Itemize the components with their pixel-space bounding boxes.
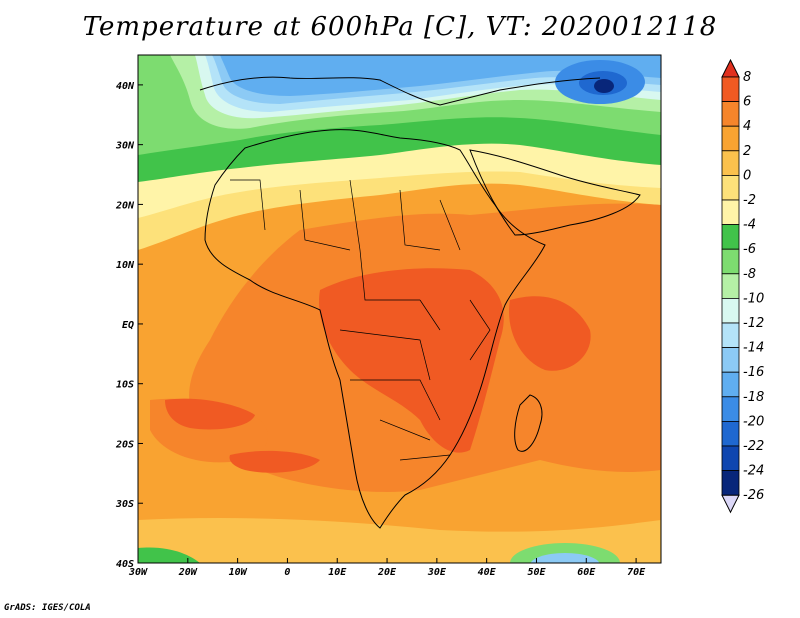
- temperature-field: [138, 55, 661, 563]
- colorbar-swatch: [721, 101, 740, 127]
- colorbar-swatch: [721, 470, 740, 496]
- colorbar-swatch: [721, 273, 740, 299]
- colorbar-label: -18: [743, 390, 764, 405]
- warm-core-east: [509, 296, 591, 371]
- y-tick-label: 40N: [116, 81, 135, 92]
- colorbar-label: -12: [743, 316, 764, 331]
- colorbar-label: -20: [743, 414, 764, 429]
- y-tick-label: 10S: [116, 380, 134, 391]
- colorbar-label: -24: [743, 464, 764, 479]
- field-band-blue: [220, 55, 661, 96]
- y-tick-label: 10N: [116, 260, 135, 271]
- warm-core-congo: [319, 268, 504, 453]
- x-tick-label: 60E: [577, 567, 596, 578]
- x-tick-label: 50E: [527, 567, 546, 578]
- colorbar-label: -16: [743, 365, 764, 380]
- europe-coast: [199, 76, 601, 106]
- colorbar-swatch: [721, 76, 740, 103]
- colorbar-swatch: [721, 396, 740, 422]
- y-tick-label: EQ: [122, 320, 134, 331]
- colorbar-swatch: [721, 347, 740, 373]
- colorbar-swatch: [721, 445, 740, 472]
- x-tick-label: 10W: [229, 567, 248, 578]
- colorbar-bottom-triangle: [721, 494, 740, 514]
- arabian-peninsula: [469, 149, 641, 236]
- colorbar-label: 4: [743, 119, 751, 134]
- x-tick-label: 30W: [128, 567, 148, 578]
- warm-core-southwest: [165, 398, 255, 430]
- colorbar-swatch: [721, 322, 740, 349]
- colorbar-swatch: [721, 125, 740, 152]
- chart-title: Temperature at 600hPa [C], VT: 202001211…: [82, 12, 718, 42]
- y-tick-label: 20N: [115, 200, 135, 211]
- colorbar-swatch: [721, 248, 740, 275]
- x-tick-label: 10E: [328, 567, 347, 578]
- colorbar-label: -22: [743, 439, 764, 454]
- y-tick-label: 40S: [116, 559, 134, 570]
- x-tick-label: 40E: [478, 567, 497, 578]
- colorbar-label: 2: [743, 144, 751, 159]
- colorbar-swatch: [721, 224, 740, 250]
- x-tick-label: 20E: [377, 567, 397, 578]
- colorbar-swatch: [721, 371, 740, 398]
- madagascar: [514, 394, 543, 452]
- map-frame: [137, 54, 662, 564]
- cold-low-iran-core: [594, 79, 614, 93]
- colorbar-label: -26: [743, 488, 764, 503]
- colorbar-label: 6: [743, 95, 751, 110]
- colorbar-top-triangle: [721, 58, 740, 78]
- country-borders: [230, 179, 491, 461]
- colorbar-label: -2: [743, 193, 756, 208]
- colorbar-swatch: [721, 174, 740, 201]
- x-tick-label: 20W: [178, 567, 198, 578]
- y-tick-label: 20S: [115, 439, 134, 450]
- colorbar-swatch: [721, 420, 740, 447]
- colorbar-label: -6: [743, 242, 756, 257]
- colorbar-label: 8: [743, 70, 751, 85]
- axis-ticks: 30W 20W 10W 0 10E 20E 30E 40E 50E 60E 70E 40N 30N 20N…: [115, 81, 646, 578]
- x-tick-label: 30E: [427, 567, 447, 578]
- colorbar-label: -14: [743, 341, 764, 356]
- x-tick-label: 70E: [627, 567, 646, 578]
- colorbar-swatch: [721, 297, 740, 324]
- cold-south-ocean-core: [530, 553, 600, 563]
- y-tick-label: 30N: [115, 141, 135, 152]
- y-tick-label: 30S: [115, 499, 134, 510]
- field-south-green: [138, 547, 200, 563]
- colorbar-swatch: [721, 150, 740, 176]
- grads-credit: GrADS: IGES/COLA: [4, 603, 91, 613]
- colorbar-label: -4: [743, 218, 756, 233]
- colorbar-swatch: [721, 199, 740, 226]
- x-tick-label: 0: [284, 567, 290, 578]
- colorbar-label: -8: [743, 267, 756, 282]
- warm-core-southocean: [229, 450, 320, 473]
- africa-coastline: [204, 129, 546, 529]
- colorbar-label: -10: [743, 291, 764, 306]
- colorbar: 8 6 4 2 0 -2 -4 -6 -8 -10 -12 -14 -16 -18 -20 -22 -24 -26: [721, 58, 764, 514]
- colorbar-label: 0: [743, 168, 751, 183]
